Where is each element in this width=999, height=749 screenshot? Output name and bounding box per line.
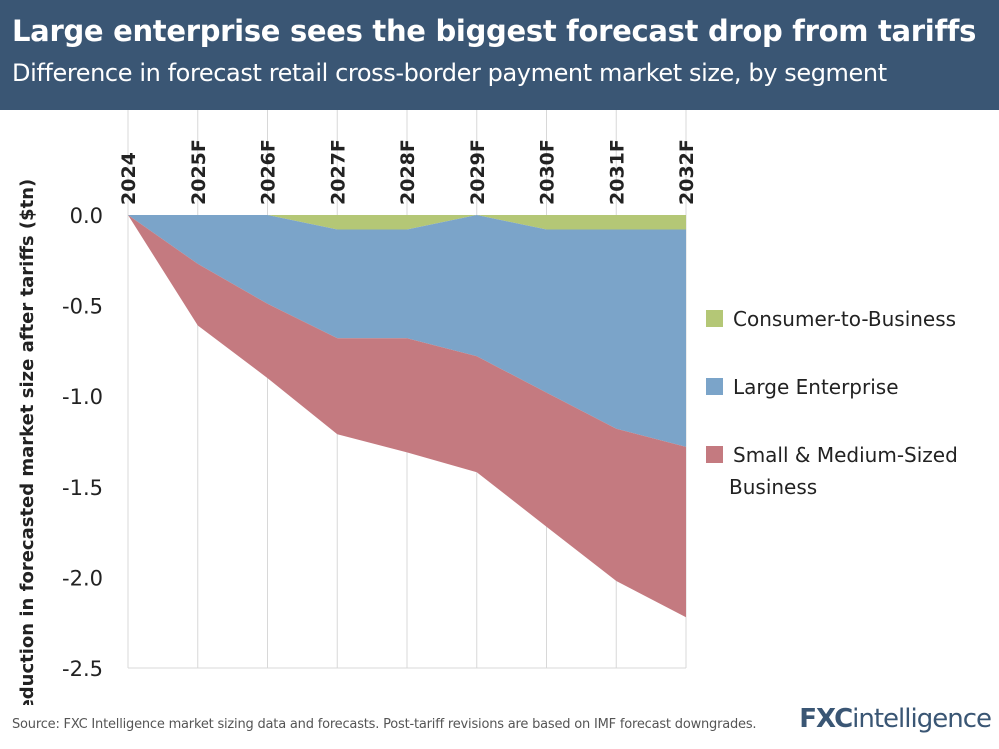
area-series-2 [128,215,686,447]
y-tick-label: -2.5 [62,657,103,681]
legend-label: Business [729,475,817,499]
x-tick-label: 2027F [327,139,349,205]
legend-item-2: Large Enterprise [706,375,899,399]
area-series-3 [128,215,686,618]
legend-item-1: Consumer-to-Business [706,307,956,331]
header-banner: Large enterprise sees the biggest foreca… [0,0,999,110]
y-tick-label: -1.0 [62,385,103,409]
chart-title: Large enterprise sees the biggest foreca… [12,14,977,48]
y-tick-label: -1.5 [62,476,103,500]
x-tick-label: 2029F [467,139,489,205]
x-tick-label: 2026F [258,139,280,205]
y-tick-label: -2.0 [62,566,103,590]
brand-logo-thin: intelligence [852,704,992,734]
chart-subtitle: Difference in forecast retail cross-bord… [12,59,887,87]
legend-label: Small & Medium-Sized [733,443,958,467]
legend-item-3: Small & Medium-Sized Business [706,443,958,499]
x-tick-label: 2024 [118,152,140,205]
stacked-area-chart: 2024 2025F 2026F 2027F 2028F 2029F 2030F 2031F 2… [17,110,958,705]
legend-swatch [706,310,723,327]
y-axis-label: Reduction in forecasted market size afte… [17,179,38,705]
x-tick-label: 2032F [676,139,698,205]
source-note: Source: FXC Intelligence market sizing d… [12,717,757,732]
x-tick-label: 2025F [188,139,210,205]
y-tick-label: 0.0 [70,204,103,228]
legend-swatch [706,446,723,463]
legend-label: Consumer-to-Business [733,307,956,331]
brand-logo-bold: FXC [799,704,853,734]
x-tick-label: 2030F [537,139,559,205]
legend-swatch [706,378,723,395]
y-tick-label: -0.5 [62,295,103,319]
brand-logo: FXCintelligence [799,704,992,734]
area-series-1 [128,215,686,230]
legend-label: Large Enterprise [733,375,899,399]
x-tick-label: 2031F [606,139,628,205]
x-tick-label: 2028F [397,139,419,205]
